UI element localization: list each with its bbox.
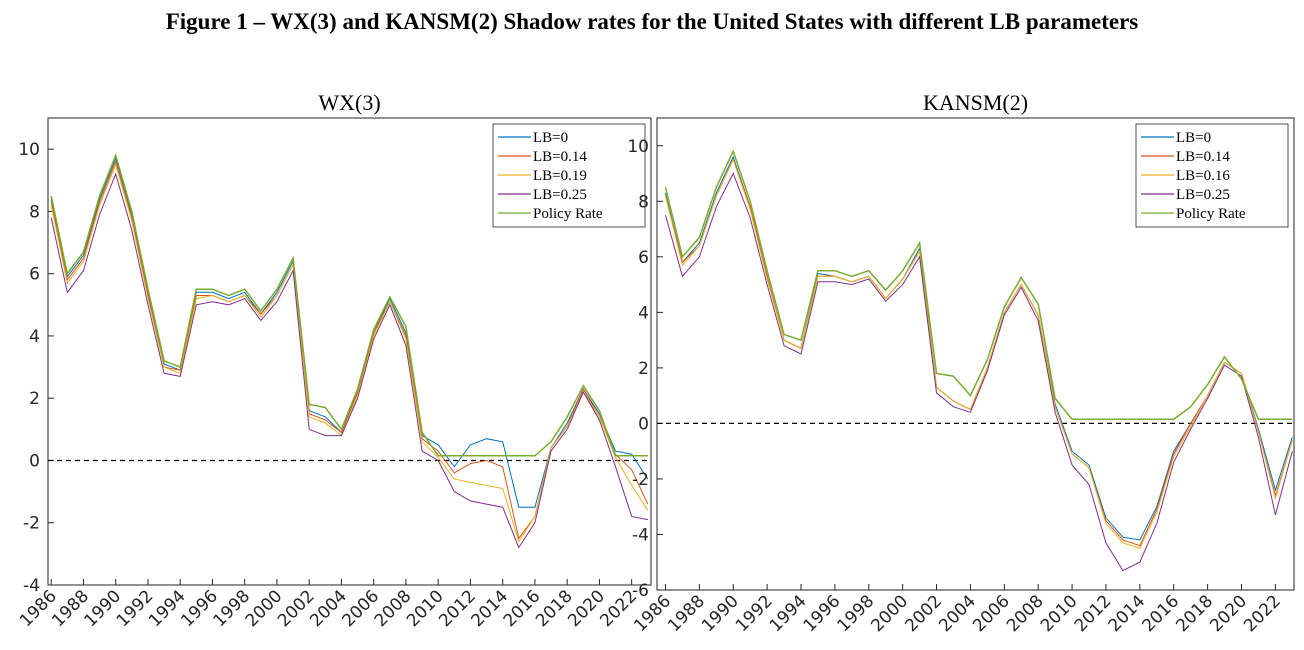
y-tick-label: 2 [29, 389, 40, 409]
subplot-title: WX(3) [318, 90, 380, 115]
axes-box [656, 117, 1295, 591]
x-tick-label: 2016 [500, 586, 545, 631]
series-line [50, 172, 648, 549]
legend-label: LB=0 [1176, 130, 1211, 146]
series-line [50, 153, 648, 457]
x-tick-label: 2022 [1240, 591, 1285, 636]
x-tick-label: 2018 [532, 586, 577, 631]
x-tick-label: 1994 [145, 586, 190, 631]
x-tick-label: 2016 [1139, 591, 1184, 636]
legend-label: LB=0.25 [533, 187, 587, 203]
x-tick-label: 2012 [1071, 591, 1116, 636]
y-tick-label: 0 [29, 451, 40, 471]
y-tick-label: -4 [632, 525, 649, 545]
y-tick-label: 6 [29, 265, 40, 285]
y-tick-label: 8 [638, 192, 649, 212]
y-tick-label: 4 [638, 303, 649, 323]
x-tick-label: 2006 [969, 591, 1014, 636]
y-tick-label: 0 [638, 414, 649, 434]
y-tick-label: 8 [29, 202, 40, 222]
y-tick-label: -4 [23, 576, 40, 596]
x-tick-label: 1992 [732, 591, 777, 636]
figure-title: Figure 1 – WX(3) and KANSM(2) Shadow rat… [165, 9, 1139, 34]
x-tick-label: 1990 [698, 591, 743, 636]
legend-label: LB=0.14 [1176, 149, 1230, 165]
x-tick-label: 2002 [901, 591, 946, 636]
axes-box [47, 117, 652, 586]
y-tick-label: 6 [638, 248, 649, 268]
x-tick-label: 2010 [403, 586, 448, 631]
x-tick-label: 1992 [113, 586, 158, 631]
x-tick-label: 2014 [1105, 591, 1150, 636]
x-tick-label: 2000 [867, 591, 912, 636]
x-tick-label: 2008 [371, 586, 416, 631]
x-tick-label: 2004 [935, 591, 980, 636]
x-tick-label: 2020 [1206, 591, 1251, 636]
x-tick-label: 2000 [242, 586, 287, 631]
x-tick-label: 1998 [210, 586, 255, 631]
x-tick-label: 2018 [1172, 591, 1217, 636]
x-tick-label: 1988 [48, 586, 93, 631]
x-tick-label: 2006 [338, 586, 383, 631]
x-tick-label: 1990 [81, 586, 126, 631]
series-line [665, 158, 1293, 550]
y-tick-label: 4 [29, 327, 40, 347]
y-tick-label: 2 [638, 359, 649, 379]
x-tick-label: 1998 [834, 591, 879, 636]
x-tick-label: 2014 [467, 586, 512, 631]
x-tick-label: 2010 [1037, 591, 1082, 636]
legend-label: LB=0.19 [533, 168, 587, 184]
y-tick-label: -6 [632, 581, 649, 601]
x-tick-label: 1988 [664, 591, 709, 636]
series-line [664, 149, 1293, 420]
x-tick-label: 2008 [1003, 591, 1048, 636]
x-tick-label: 1996 [177, 586, 222, 631]
x-tick-label: 2002 [274, 586, 319, 631]
legend-label: LB=0.14 [533, 149, 587, 165]
legend-label: LB=0.25 [1176, 187, 1230, 203]
series-line [665, 172, 1293, 572]
legend-label: Policy Rate [1176, 206, 1246, 222]
x-tick-label: 2004 [306, 586, 351, 631]
y-tick-label: 10 [627, 137, 649, 157]
legend-label: LB=0 [533, 130, 568, 146]
y-tick-label: -2 [23, 514, 40, 534]
legend-label: LB=0.16 [1176, 168, 1230, 184]
y-tick-label: 10 [18, 140, 40, 160]
x-tick-label: 1996 [800, 591, 845, 636]
y-tick-label: -2 [632, 470, 649, 490]
x-tick-label: 1994 [766, 591, 811, 636]
subplot-title: KANSM(2) [923, 90, 1028, 115]
x-tick-label: 2020 [564, 586, 609, 631]
x-tick-label: 2012 [435, 586, 480, 631]
series-line [50, 163, 649, 543]
legend-label: Policy Rate [533, 206, 603, 222]
